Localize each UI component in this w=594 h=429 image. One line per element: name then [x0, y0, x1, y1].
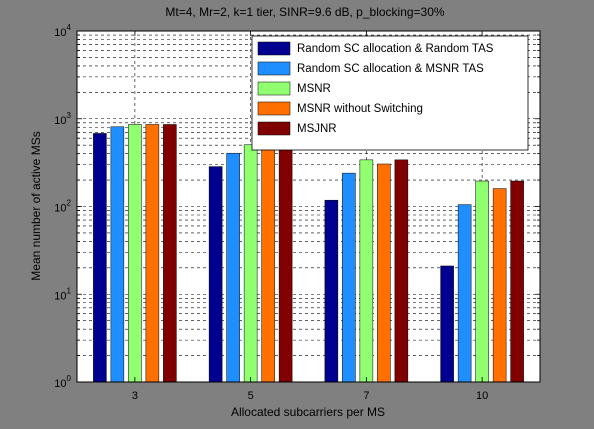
legend-box [251, 35, 529, 151]
bar [324, 199, 339, 383]
bar [163, 124, 177, 383]
y-tick-label: 102 [54, 199, 71, 215]
legend-label: MSJNR [297, 123, 337, 135]
x-tick-label: 5 [248, 390, 254, 402]
bar [93, 133, 107, 383]
bar [440, 265, 454, 383]
bar [128, 124, 142, 383]
bar [492, 188, 507, 383]
bars [93, 124, 524, 383]
bar [342, 172, 356, 383]
legend-label: Random SC allocation & MSNR TAS [297, 63, 484, 75]
y-tick-label: 103 [54, 111, 71, 127]
legend-swatch [257, 61, 291, 76]
legend-swatch [257, 101, 291, 116]
bar [226, 152, 240, 383]
bar [261, 147, 275, 383]
bar [359, 159, 374, 383]
bar [457, 204, 472, 383]
legend-label: MSNR without Switching [297, 103, 423, 115]
y-tick-label: 101 [54, 286, 71, 302]
legend-label: Random SC allocation & Random TAS [297, 43, 494, 55]
chart-title: Mt=4, Mr=2, k=1 tier, SINR=9.6 dB, p_blo… [165, 5, 444, 19]
x-tick-label: 7 [363, 390, 369, 402]
bar [510, 180, 524, 383]
axis-ticks: 100 101 102 103 104 3 5 7 10 [54, 23, 540, 402]
legend-swatch [257, 41, 291, 56]
legend-swatch [257, 121, 291, 136]
bar [208, 166, 223, 383]
legend: Random SC allocation & Random TAS Random … [251, 35, 529, 151]
bar [278, 144, 293, 383]
x-axis-label: Allocated subcarriers per MS [231, 405, 385, 419]
y-tick-label: 100 [54, 374, 71, 390]
y-tick-label: 104 [54, 23, 71, 39]
legend-label: MSNR [297, 83, 331, 95]
bar [243, 144, 258, 383]
bar [145, 124, 160, 383]
legend-swatch [257, 81, 291, 96]
bar [394, 159, 409, 383]
x-tick-label: 10 [476, 390, 488, 402]
bar [110, 126, 125, 383]
y-axis-label: Mean number of active MSs [29, 131, 43, 280]
bar [377, 163, 391, 383]
x-tick-label: 3 [132, 390, 138, 402]
bar [475, 180, 489, 383]
